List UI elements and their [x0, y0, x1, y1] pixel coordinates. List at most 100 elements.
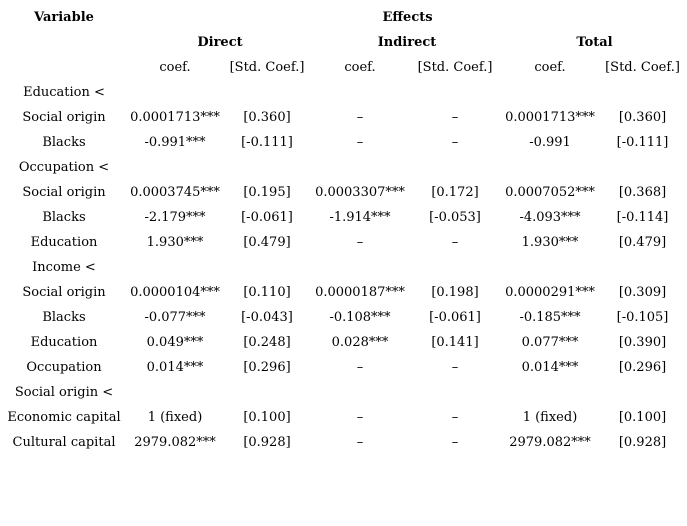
direct-coef-cell: [128, 380, 222, 405]
variable-cell: Education: [30, 335, 98, 350]
total-std-coef-cell: [598, 380, 687, 405]
direct-coef-cell: 0.0003745***: [130, 185, 220, 200]
total-coef-cell: 0.0000291***: [505, 285, 595, 300]
total-std-coef-cell: [0.360]: [618, 110, 667, 125]
total-coef-cell: -0.991: [529, 135, 571, 150]
direct-coef-cell: -0.991***: [144, 135, 206, 150]
variable-cell: Occupation: [26, 360, 102, 375]
table-row: Social origin 0.0003745*** [0.195] 0.000330…: [0, 180, 687, 205]
direct-std-coef-cell: [-0.061]: [241, 210, 293, 225]
direct-group-header: Direct: [197, 35, 243, 50]
indirect-std-coef-cell: –: [451, 435, 459, 450]
effects-table: Variable Effects Direct Indirect Total c…: [0, 5, 687, 455]
total-std-coef-cell: [0.309]: [618, 285, 667, 300]
indirect-std-coef-cell: [408, 155, 502, 180]
direct-coef-cell: [128, 155, 222, 180]
total-std-coef-cell: [598, 155, 687, 180]
indirect-coef-header: coef.: [344, 60, 376, 75]
direct-coef-cell: [128, 255, 222, 280]
total-coef-cell: [502, 380, 598, 405]
direct-std-coef-cell: [0.296]: [243, 360, 291, 375]
variable-cell: Blacks: [42, 210, 86, 225]
direct-coef-header: coef.: [159, 60, 191, 75]
total-coef-cell: -4.093***: [519, 210, 581, 225]
total-coef-cell: 1.930***: [521, 235, 579, 250]
total-std-coef-cell: [0.296]: [618, 360, 667, 375]
indirect-group-header: Indirect: [377, 35, 437, 50]
variable-cell: Social origin: [22, 185, 106, 200]
header-spacer: [0, 30, 128, 55]
total-std-coef-cell: [0.479]: [618, 235, 667, 250]
direct-std-coef-cell: [222, 80, 312, 105]
total-std-coef-cell: [0.100]: [618, 410, 667, 425]
direct-coef-cell: 0.014***: [146, 360, 204, 375]
table-body: Education < Social origin 0.0001713*** [0.3…: [0, 80, 687, 455]
direct-coef-cell: 1.930***: [146, 235, 204, 250]
table-row: Social origin 0.0000104*** [0.110] 0.000018…: [0, 280, 687, 305]
direct-coef-cell: -2.179***: [144, 210, 206, 225]
total-std-coef-cell: [0.390]: [618, 335, 667, 350]
direct-coef-cell: 0.0000104***: [130, 285, 220, 300]
total-coef-cell: 1 (fixed): [522, 410, 578, 425]
section-label: Occupation <: [18, 160, 110, 175]
header-row-top: Variable Effects: [0, 5, 687, 30]
indirect-std-coef-cell: [0.198]: [431, 285, 479, 300]
indirect-std-coef-cell: –: [451, 360, 459, 375]
section-row: Income <: [0, 255, 687, 280]
indirect-coef-cell: –: [356, 410, 364, 425]
total-coef-cell: 0.014***: [521, 360, 579, 375]
total-std-coef-cell: [598, 255, 687, 280]
direct-coef-cell: 0.0001713***: [130, 110, 220, 125]
total-coef-cell: [502, 80, 598, 105]
indirect-coef-cell: 0.028***: [331, 335, 389, 350]
direct-coef-cell: 2979.082***: [134, 435, 216, 450]
table-row: Blacks -0.077*** [-0.043] -0.108*** [-0.061]…: [0, 305, 687, 330]
indirect-coef-cell: [312, 80, 408, 105]
indirect-std-coef-cell: [408, 380, 502, 405]
table-header: Variable Effects Direct Indirect Total c…: [0, 5, 687, 80]
page: Variable Effects Direct Indirect Total c…: [0, 5, 687, 526]
section-row: Occupation <: [0, 155, 687, 180]
variable-cell: Blacks: [42, 310, 86, 325]
indirect-coef-cell: [312, 155, 408, 180]
variable-cell: Social origin: [22, 285, 106, 300]
indirect-std-coef-cell: –: [451, 410, 459, 425]
direct-std-coef-cell: [0.110]: [243, 285, 291, 300]
direct-std-coef-cell: [-0.043]: [241, 310, 293, 325]
direct-coef-cell: -0.077***: [144, 310, 206, 325]
variable-header: Variable: [34, 10, 94, 25]
indirect-std-coef-cell: [0.141]: [431, 335, 479, 350]
indirect-coef-cell: –: [356, 435, 364, 450]
total-coef-cell: [502, 155, 598, 180]
variable-cell: Blacks: [42, 135, 86, 150]
direct-std-coef-cell: [0.248]: [243, 335, 291, 350]
total-std-coef-cell: [-0.105]: [616, 310, 669, 325]
indirect-coef-cell: -0.108***: [329, 310, 391, 325]
indirect-coef-cell: [312, 380, 408, 405]
indirect-std-coef-header: [Std. Coef.]: [417, 60, 493, 75]
section-row: Social origin <: [0, 380, 687, 405]
indirect-std-coef-cell: [-0.061]: [429, 310, 481, 325]
total-std-coef-cell: [598, 80, 687, 105]
direct-coef-cell: 1 (fixed): [147, 410, 203, 425]
total-std-coef-cell: [0.928]: [618, 435, 667, 450]
table-row: Social origin 0.0001713*** [0.360] – – 0.0001…: [0, 105, 687, 130]
section-label: Income <: [32, 260, 96, 275]
direct-std-coef-cell: [222, 380, 312, 405]
direct-coef-cell: [128, 80, 222, 105]
header-row-subheaders: coef. [Std. Coef.] coef. [Std. Coef.] co…: [0, 55, 687, 80]
indirect-coef-cell: 0.0003307***: [315, 185, 405, 200]
variable-cell: Cultural capital: [12, 435, 116, 450]
total-std-coef-header: [Std. Coef.]: [605, 60, 680, 75]
total-std-coef-cell: [-0.114]: [616, 210, 669, 225]
direct-std-coef-cell: [0.928]: [243, 435, 291, 450]
indirect-coef-cell: -1.914***: [329, 210, 391, 225]
total-group-header: Total: [576, 35, 613, 50]
direct-std-coef-cell: [222, 155, 312, 180]
indirect-coef-cell: –: [356, 360, 364, 375]
indirect-std-coef-cell: [408, 80, 502, 105]
indirect-std-coef-cell: [0.172]: [431, 185, 479, 200]
direct-std-coef-cell: [0.195]: [243, 185, 291, 200]
total-coef-cell: 0.0001713***: [505, 110, 595, 125]
variable-cell: Social origin: [22, 110, 106, 125]
